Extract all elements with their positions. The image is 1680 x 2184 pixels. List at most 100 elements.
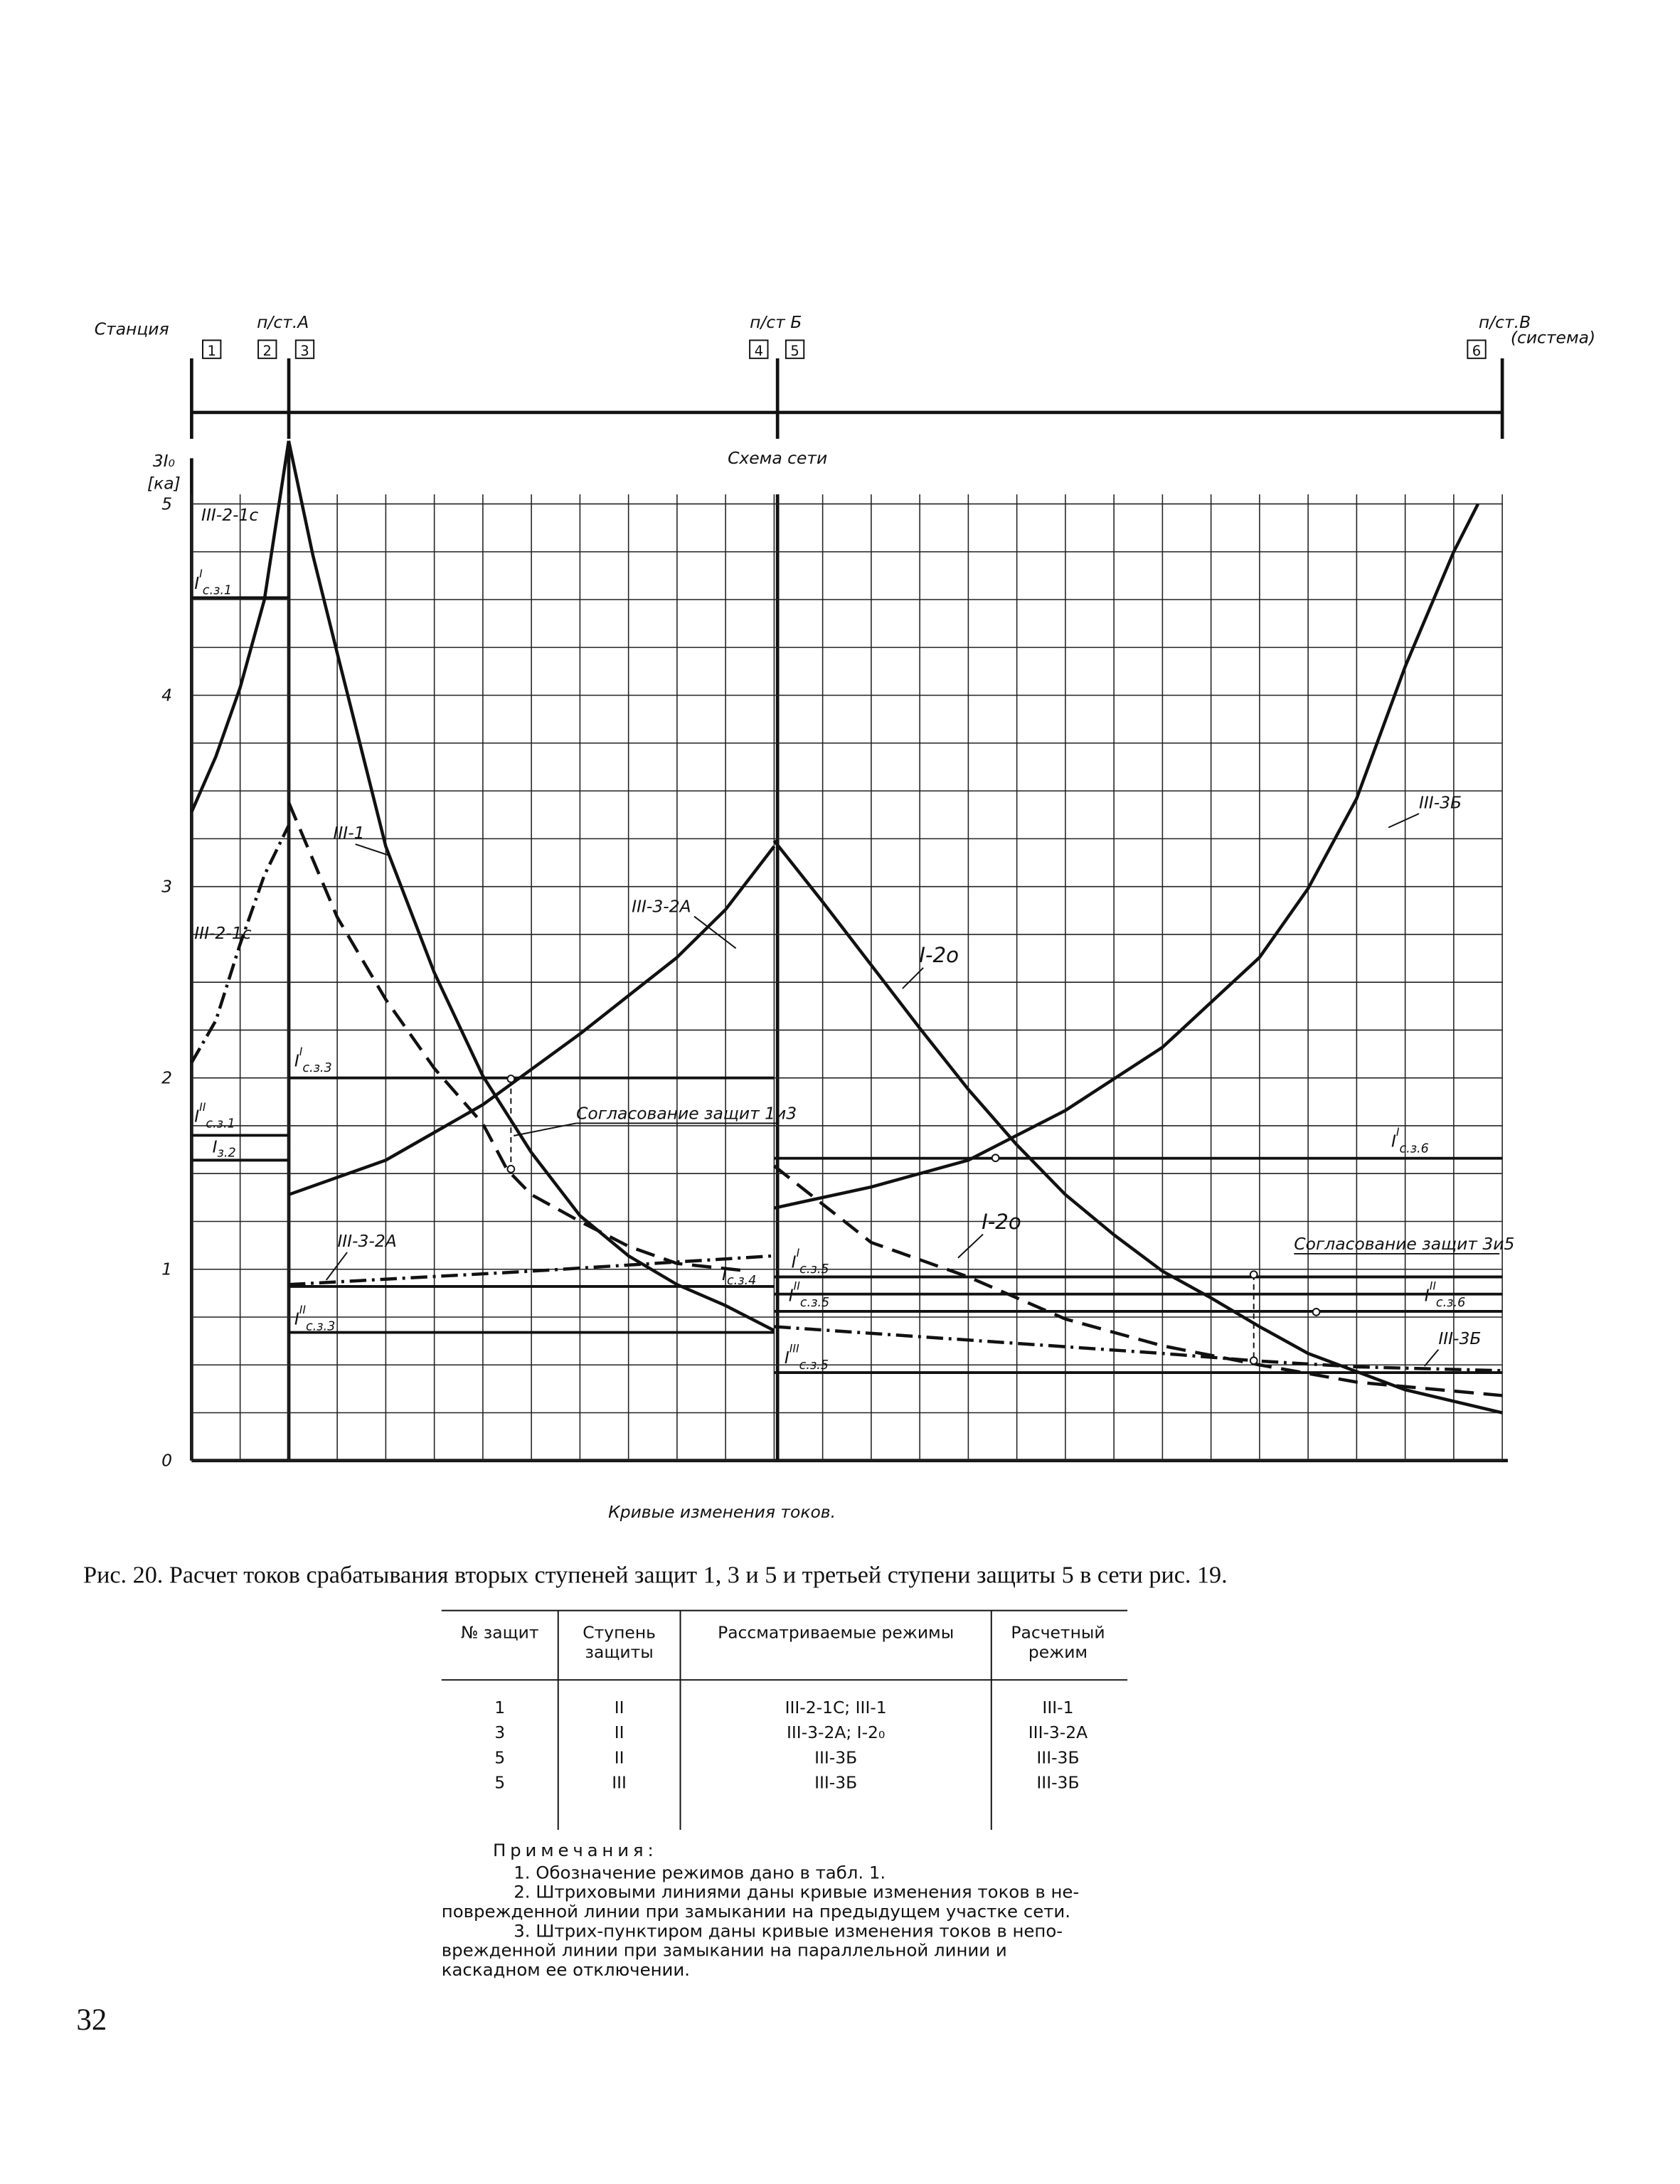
annotation: Согласование защит 3и5: [1294, 1234, 1514, 1254]
point: [991, 1154, 1000, 1163]
table-cell: III-3-2А: [1028, 1722, 1088, 1742]
table-cell: 5: [494, 1772, 505, 1792]
point: [506, 1075, 516, 1083]
leader: [693, 915, 737, 949]
note-line: врежденной линии при замыкании на паралл…: [442, 1940, 1007, 1961]
series-line: [288, 845, 776, 1196]
series-label: I-2о: [982, 1210, 1021, 1234]
chart: 3I₀ [ка] 0 1 2 3 4 5 III-2-1с III-1 III-2-1с …: [147, 440, 1514, 1522]
series-line: [774, 1325, 1503, 1373]
table-cell: III-3Б: [814, 1772, 857, 1792]
network-scheme: Станция п/ст.А п/ст Б п/ст.В (система) 1…: [95, 312, 1595, 468]
table-cell: III: [612, 1772, 627, 1792]
box-label: 3: [300, 343, 309, 359]
table-header: Расчетный: [1011, 1623, 1105, 1643]
threshold-label: IIIс.з.3: [294, 1304, 335, 1333]
table-cell: III-3-2А; I-2₀: [787, 1722, 885, 1742]
table-header: Рассматриваемые режимы: [718, 1623, 954, 1643]
point: [1249, 1270, 1258, 1279]
series-label: III-3-2А: [632, 897, 691, 917]
note-line: 3. Штрих-пунктиром даны кривые изменения…: [514, 1920, 1063, 1941]
substation-label: п/ст.В: [1479, 312, 1531, 332]
threshold-label: IIIс.з.6: [1425, 1280, 1465, 1310]
threshold-label: IIс.з.6: [1391, 1126, 1429, 1156]
threshold-label: Iс.з.4: [722, 1264, 756, 1288]
boxes: 1 2 3 4 5 6: [202, 339, 1487, 359]
series-label: III-1: [333, 823, 364, 843]
leader: [325, 1252, 348, 1281]
table-cell: 5: [494, 1747, 505, 1767]
leader: [957, 1233, 984, 1259]
box-label: 1: [207, 343, 216, 359]
series-label: I-2о: [919, 943, 959, 967]
notes: Примечания: 1. Обозначение режимов дано …: [442, 1840, 1079, 1980]
table-header: режим: [1028, 1642, 1088, 1662]
threshold-label: Iз.2: [213, 1136, 236, 1160]
note-line: каскадном ее отключении.: [442, 1959, 690, 1980]
table-cell: III-3Б: [814, 1747, 857, 1767]
series-label: III-3Б: [1438, 1328, 1481, 1348]
threshold-label: IIс.з.3: [294, 1045, 332, 1075]
table-cell: 1: [494, 1698, 505, 1717]
notes-title: Примечания:: [493, 1840, 658, 1860]
box: [1467, 339, 1487, 359]
point: [1312, 1308, 1321, 1316]
box-label: 5: [790, 343, 799, 359]
caption: Рис. 20. Расчет токов срабатывания вторы…: [83, 1562, 1228, 1589]
series-label: III-2-1с: [194, 923, 251, 943]
scheme-title: Схема сети: [728, 448, 827, 468]
table-cell: III-2-1С; III-1: [785, 1698, 887, 1717]
leader: [1388, 813, 1420, 829]
y-tick-label: 4: [161, 685, 172, 705]
table-cell: II: [615, 1722, 624, 1742]
leader: [902, 967, 924, 989]
box-label: 2: [263, 343, 272, 359]
leader: [514, 1122, 577, 1136]
box: [294, 339, 315, 359]
leader: [1424, 1348, 1440, 1367]
series-line: [190, 824, 290, 1064]
threshold-label: IIс.з.1: [194, 568, 232, 597]
table-cell: III-3Б: [1036, 1772, 1079, 1792]
threshold-label: IIIс.з.1: [194, 1101, 235, 1131]
point: [1249, 1356, 1258, 1365]
annotation: Согласование защит 1и3: [576, 1104, 797, 1124]
note-line: 2. Штриховыми линиями даны кривые измене…: [514, 1882, 1079, 1902]
series-line: [288, 1254, 775, 1287]
box: [749, 339, 769, 359]
y-tick-label: 1: [161, 1259, 172, 1279]
page-number: 32: [76, 2003, 107, 2037]
annotations: Согласование защит 1и3 Согласование защи…: [506, 1075, 1514, 1365]
y-axis-unit: [ка]: [147, 473, 181, 493]
series-line: [773, 1164, 1503, 1397]
y-axis-label: 3I₀: [153, 451, 176, 471]
table-header: № защит: [461, 1623, 538, 1643]
series-label: III-3-2А: [337, 1231, 396, 1251]
table-cell: 3: [494, 1722, 505, 1742]
leader: [355, 843, 389, 856]
table-header: Ступень: [583, 1623, 656, 1643]
note-line: поврежденной линии при замыкании на пред…: [442, 1901, 1070, 1922]
table-header: защиты: [585, 1642, 654, 1662]
station-label: Станция: [95, 319, 169, 339]
series-line: [772, 839, 1503, 1415]
threshold-label: IIIс.з.5: [789, 1280, 829, 1310]
series-line: [773, 503, 1480, 1210]
table-cell: III-1: [1042, 1698, 1073, 1717]
table-cell: II: [615, 1698, 624, 1717]
series-label: III-3Б: [1419, 792, 1462, 812]
y-tick-label: 5: [161, 494, 172, 513]
series-label: III-2-1с: [201, 505, 258, 525]
table-cell: II: [615, 1747, 624, 1767]
box-label: 4: [755, 343, 763, 359]
box: [257, 339, 277, 359]
x-axis-label: Кривые изменения токов.: [608, 1502, 836, 1522]
plot: 0 1 2 3 4 5: [161, 440, 1503, 1471]
threshold-label: IIIIс.з.5: [785, 1343, 829, 1373]
y-tick-label: 3: [161, 876, 172, 896]
y-tick-label: 0: [161, 1451, 172, 1471]
series-line: [287, 440, 775, 1332]
threshold-label: IIс.з.5: [792, 1247, 829, 1277]
